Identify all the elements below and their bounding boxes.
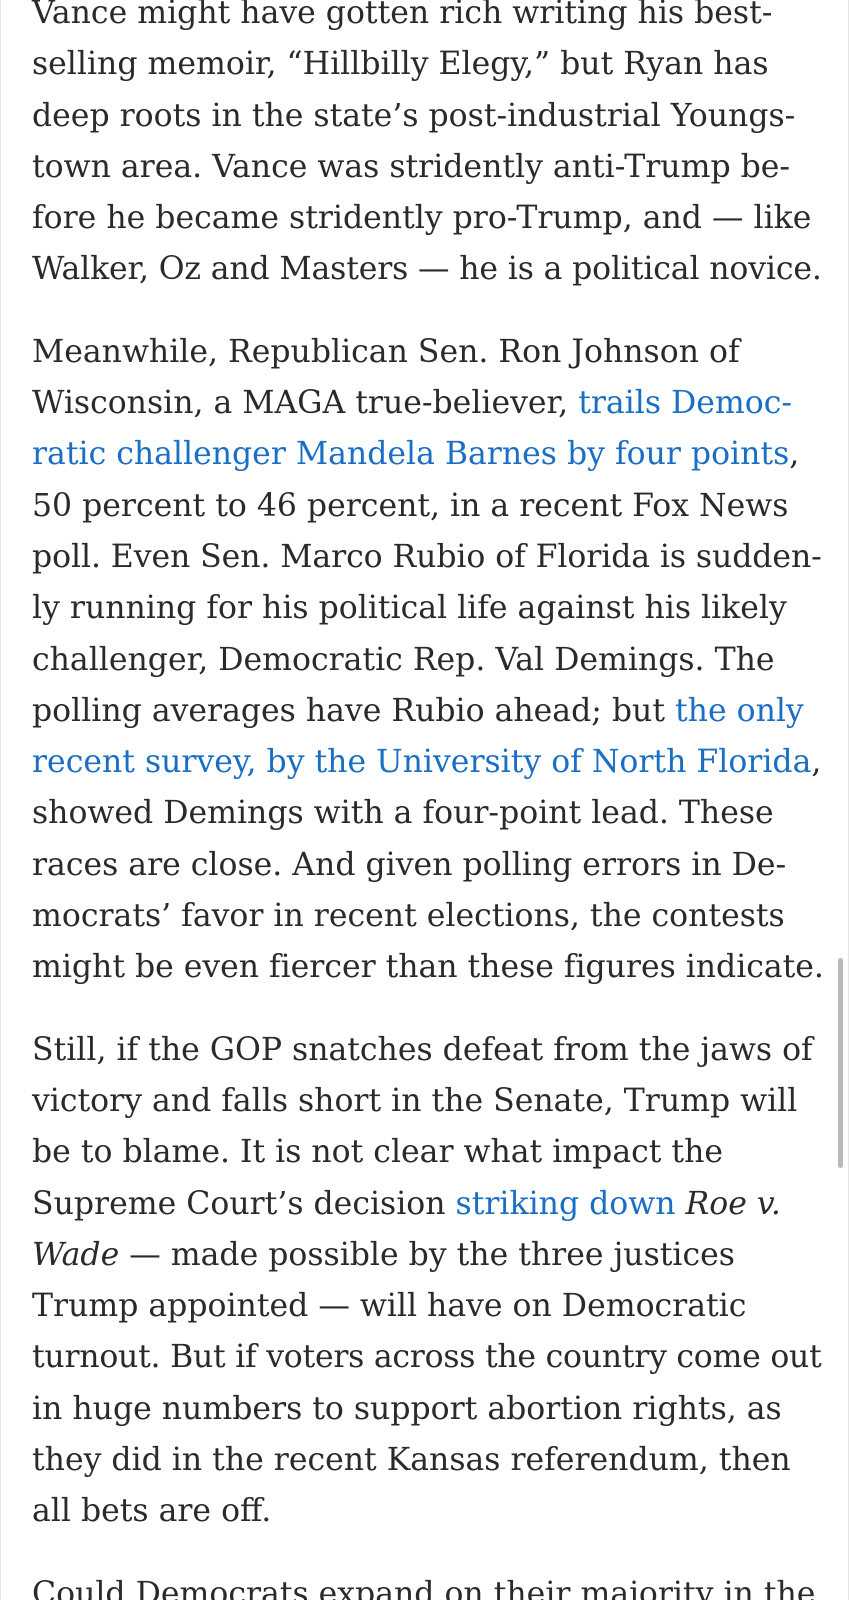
left-edge-divider	[0, 0, 1, 1600]
paragraph-line: polling averages have Rubio ahead; but t…	[32, 686, 822, 737]
paragraph-line: races are close. And given polling error…	[32, 846, 787, 883]
case-name-italic: Wade	[32, 1236, 120, 1273]
link-barnes-poll-continued[interactable]: ratic challenger Mandela Barnes by four …	[32, 436, 790, 473]
paragraph-line: deep roots in the state’s post-industria…	[32, 97, 796, 134]
article-body: Vance might have gotten rich writing his…	[32, 0, 824, 1600]
paragraph-line: might be even fiercer than these figures…	[32, 949, 824, 986]
paragraph-line: Supreme Court’s decision striking down R…	[32, 1179, 822, 1230]
paragraph-line: recent survey, by the University of Nort…	[32, 737, 822, 788]
link-barnes-poll[interactable]: trails Democ-	[578, 385, 793, 422]
paragraph-line: showed Demings with a four-point lead. T…	[32, 795, 774, 832]
link-unf-survey[interactable]: the only	[675, 692, 804, 729]
vertical-scrollbar[interactable]	[838, 958, 843, 1168]
paragraph-line: Wade — made possible by the three justic…	[32, 1230, 822, 1281]
paragraph-line: Trump appointed — will have on Democrati…	[32, 1288, 747, 1325]
paragraph-line: mocrats’ favor in recent elections, the …	[32, 898, 785, 935]
paragraph-line: turnout. But if voters across the countr…	[32, 1339, 822, 1376]
paragraph-text: — made possible by the three justices	[119, 1236, 735, 1273]
paragraph-line: town area. Vance was stridently anti-Tru…	[32, 148, 791, 185]
paragraph-line: Walker, Oz and Masters — he is a politic…	[32, 251, 822, 288]
paragraph-line: Wisconsin, a MAGA true-believer, trails …	[32, 378, 822, 429]
paragraph-line: fore he became stridently pro-Trump, and…	[32, 200, 812, 237]
case-name-italic: Roe v.	[675, 1185, 781, 1222]
paragraph-line: all bets are off.	[32, 1493, 272, 1530]
paragraph-line: they did in the recent Kansas referendum…	[32, 1442, 791, 1479]
paragraph-4: Could Democrats expand on their majority…	[32, 1569, 822, 1600]
paragraph-text: polling averages have Rubio ahead; but	[32, 692, 675, 729]
paragraph-line: in huge numbers to support abortion righ…	[32, 1390, 782, 1427]
link-unf-survey-continued[interactable]: recent survey, by the University of Nort…	[32, 744, 812, 781]
paragraph-line: challenger, Democratic Rep. Val Demings.…	[32, 641, 775, 678]
paragraph-text: Supreme Court’s decision	[32, 1185, 456, 1222]
paragraph-2: Meanwhile, Republican Sen. Ron Johnson o…	[32, 327, 824, 994]
paragraph-line: ly running for his political life agains…	[32, 590, 787, 627]
paragraph-line: poll. Even Sen. Marco Rubio of Florida i…	[32, 538, 822, 575]
paragraph-line: 50 percent to 46 percent, in a recent Fo…	[32, 487, 789, 524]
paragraph-text: ,	[811, 744, 822, 781]
paragraph-line: ratic challenger Mandela Barnes by four …	[32, 429, 822, 480]
paragraph-line: Meanwhile, Republican Sen. Ron Johnson o…	[32, 333, 740, 370]
paragraph-text: ,	[789, 436, 800, 473]
paragraph-text: Wisconsin, a MAGA true-believer,	[32, 385, 579, 422]
paragraph-line: be to blame. It is not clear what impact…	[32, 1134, 724, 1171]
paragraph-line: Could Democrats expand on their majority…	[32, 1575, 816, 1600]
link-striking-down[interactable]: striking down	[455, 1185, 676, 1222]
paragraph-line: Still, if the GOP snatches defeat from t…	[32, 1031, 813, 1068]
paragraph-line: Vance might have gotten rich writing his…	[32, 0, 773, 31]
paragraph-line: victory and falls short in the Senate, T…	[32, 1082, 798, 1119]
paragraph-3: Still, if the GOP snatches defeat from t…	[32, 1025, 822, 1538]
paragraph-line: selling memoir, “Hillbilly Elegy,” but R…	[32, 46, 769, 83]
paragraph-1: Vance might have gotten rich writing his…	[32, 0, 822, 296]
